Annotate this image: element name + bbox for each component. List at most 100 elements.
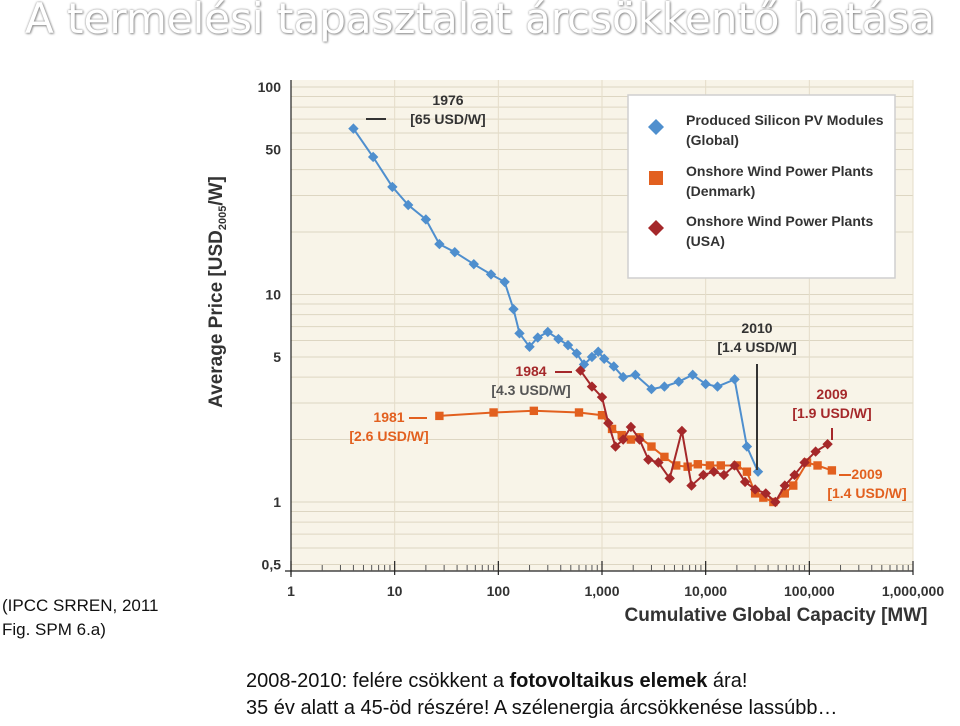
data-point (630, 369, 641, 381)
annotation-text: 2010 (741, 320, 772, 336)
data-point (489, 408, 498, 417)
data-point (716, 461, 726, 470)
legend-entry-3: Onshore Wind Power Plants (USA) (648, 213, 874, 249)
source-line-2: Fig. SPM 6.a) (2, 620, 106, 639)
annotation-text: [1.9 USD/W] (792, 405, 871, 421)
data-point (687, 369, 698, 381)
data-point (700, 378, 711, 390)
legend-marker (649, 171, 663, 185)
data-point (749, 484, 761, 495)
data-point (759, 493, 768, 502)
legend: Produced Silicon PV Modules (Global) Onsho… (627, 94, 896, 279)
data-point (705, 461, 715, 470)
data-point (542, 326, 553, 338)
data-point (643, 454, 654, 465)
ann-2009-dk: 2009 [1.4 USD/W] (827, 466, 906, 501)
data-point (586, 381, 598, 392)
data-point (647, 442, 656, 451)
data-point (596, 391, 608, 403)
data-point (779, 480, 791, 491)
ann-2009-usa: 2009 [1.9 USD/W] (792, 386, 872, 440)
data-point (529, 406, 539, 416)
y-tick-label: 0,5 (262, 556, 282, 572)
data-point (827, 466, 837, 475)
annotation-text: 1984 (515, 363, 546, 379)
data-point (659, 381, 670, 392)
x-tick-label: 1,000 (584, 583, 619, 599)
data-point (676, 425, 688, 437)
caption: 2008-2010: felére csökkent a fotovoltaik… (246, 668, 837, 722)
data-point (387, 181, 398, 193)
y-tick-label: 50 (265, 141, 281, 157)
data-point (673, 376, 684, 387)
data-point (435, 411, 444, 421)
data-point (634, 434, 645, 445)
data-point (739, 476, 751, 488)
slide-title: A termelési tapasztalat árcsökkentő hatá… (24, 0, 936, 43)
y-tick-label: 100 (258, 79, 282, 95)
annotation-text: [2.6 USD/W] (349, 428, 428, 444)
y-tick-label: 5 (273, 349, 281, 365)
legend-marker (648, 119, 664, 135)
legend-marker (648, 220, 664, 236)
data-point (718, 469, 730, 481)
data-point (810, 446, 821, 457)
data-point (449, 246, 460, 258)
annotations: 1976 [65 USD/W] 1984 [4.3 USD/W] 1981 [2.6 US… (349, 92, 906, 501)
legend-label: Onshore Wind Power Plants (686, 213, 874, 229)
series-line (352, 128, 759, 473)
legend-label-2: (Denmark) (686, 183, 755, 199)
x-tick-label: 1,000,000 (882, 583, 944, 599)
legend-box (627, 94, 896, 279)
legend-entry-1: Produced Silicon PV Modules (Global) (648, 112, 884, 148)
data-point (626, 435, 636, 444)
annotation-text: 2009 (816, 386, 847, 402)
data-point (742, 467, 752, 476)
data-point (789, 469, 800, 481)
caption-line-2: 35 év alatt a 45-öd részére! A szélenerg… (246, 697, 838, 719)
x-tick-label: 100,000 (784, 583, 835, 599)
y-tick-label: 1 (273, 494, 281, 510)
x-tick-label: 1 (287, 583, 295, 599)
data-point (610, 441, 621, 452)
data-point (499, 276, 510, 288)
data-point (660, 452, 669, 462)
data-point (672, 461, 681, 470)
legend-label-2: (USA) (686, 233, 725, 249)
annotation-text: [65 USD/W] (410, 111, 485, 127)
data-point (598, 353, 610, 364)
data-point (571, 348, 582, 359)
data-point (575, 365, 586, 376)
data-point (712, 381, 723, 392)
data-point (693, 460, 703, 469)
data-point (617, 430, 626, 440)
data-point (607, 424, 617, 434)
x-tick-label: 10,000 (684, 583, 727, 599)
x-axis-label: Cumulative Global Capacity [MW] (625, 605, 928, 626)
data-point (729, 374, 740, 385)
data-point (799, 457, 810, 468)
caption-line-1-pre: 2008-2010: felére csökkent a (246, 670, 510, 692)
data-point (760, 488, 771, 499)
legend-entry-2: Onshore Wind Power Plants (Denmark) (649, 163, 874, 199)
data-point (485, 269, 497, 280)
caption-line-1-post: ára! (707, 670, 748, 692)
data-point (367, 151, 379, 163)
data-point (686, 480, 697, 491)
source-note: (IPCC SRREN, 2011 Fig. SPM 6.a) (2, 594, 159, 642)
data-point (770, 496, 781, 508)
data-point (593, 346, 604, 357)
data-point (698, 469, 709, 481)
data-point (741, 441, 753, 452)
data-point (420, 214, 432, 225)
data-point (468, 258, 480, 270)
data-point (348, 123, 359, 134)
data-point (653, 457, 664, 468)
annotation-text: [1.4 USD/W] (717, 339, 796, 355)
data-point (532, 332, 543, 343)
annotation-text: 2009 (851, 466, 882, 482)
data-point (664, 473, 675, 484)
y-tick-label: 10 (265, 287, 281, 303)
ann-2010: 2010 [1.4 USD/W] (717, 320, 797, 470)
